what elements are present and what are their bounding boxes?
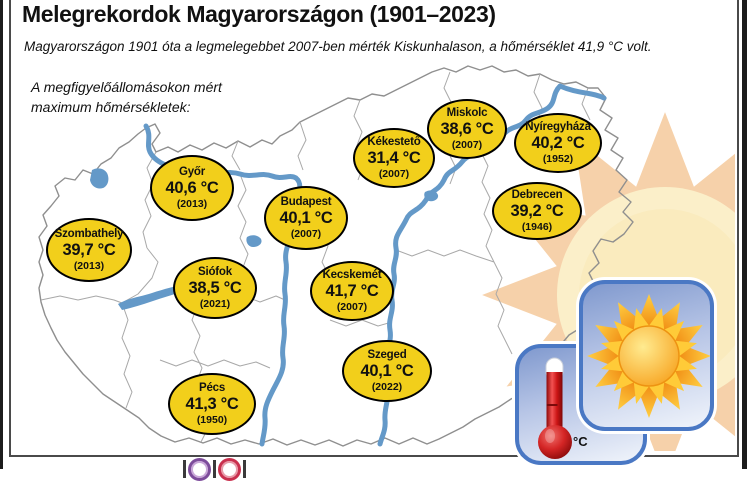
thermometer-icon: °C	[538, 357, 588, 459]
station-temp: 39,7 °C	[62, 241, 116, 260]
station-city: Szombathely	[54, 227, 124, 240]
station-city: Debrecen	[511, 188, 563, 201]
logo-stroke	[213, 460, 216, 478]
station-marker: Szombathely 39,7 °C (2013)	[46, 218, 132, 282]
sun-disc	[618, 325, 680, 387]
note-line1: A megfigyelőállomásokon mért	[31, 79, 222, 95]
outer-border-right	[742, 0, 747, 469]
sun-badge	[579, 280, 714, 431]
lake-velence	[246, 235, 262, 247]
station-temp: 39,2 °C	[510, 202, 564, 221]
station-marker: Győr 40,6 °C (2013)	[150, 155, 234, 221]
station-marker: Szeged 40,1 °C (2022)	[342, 340, 432, 402]
note-line2: maximum hőmérsékletek:	[31, 99, 191, 116]
station-city: Miskolc	[446, 106, 488, 119]
station-year: (2013)	[176, 197, 208, 210]
partial-logo	[183, 458, 246, 481]
logo-stroke	[183, 460, 186, 478]
lake-ferto	[90, 168, 109, 189]
station-temp: 41,7 °C	[325, 282, 379, 301]
station-year: (2013)	[73, 259, 105, 272]
station-temp: 40,2 °C	[531, 134, 585, 153]
station-temp: 40,6 °C	[165, 179, 219, 198]
station-year: (2022)	[371, 380, 403, 393]
station-year: (2007)	[336, 300, 368, 313]
thermometer-tube	[546, 372, 563, 432]
station-marker: Budapest 40,1 °C (2007)	[264, 186, 348, 250]
station-marker: Kecskemét 41,7 °C (2007)	[310, 261, 394, 321]
station-city: Pécs	[198, 381, 226, 394]
station-marker: Nyíregyháza 40,2 °C (1952)	[514, 113, 602, 173]
station-marker: Debrecen 39,2 °C (1946)	[492, 182, 582, 240]
station-temp: 38,6 °C	[440, 120, 494, 139]
station-temp: 40,1 °C	[279, 209, 333, 228]
logo-ring-purple	[188, 458, 211, 481]
outer-border-left	[0, 0, 3, 469]
station-year: (2007)	[290, 227, 322, 240]
station-year: (1946)	[521, 220, 553, 233]
station-year: (2021)	[199, 297, 231, 310]
station-city: Siófok	[198, 265, 232, 278]
station-city: Nyíregyháza	[525, 120, 591, 133]
sun-icon	[587, 294, 710, 418]
logo-stroke	[243, 460, 246, 478]
station-temp: 40,1 °C	[360, 362, 414, 381]
station-year: (2007)	[378, 167, 410, 180]
station-marker: Siófok 38,5 °C (2021)	[173, 257, 257, 319]
station-city: Győr	[178, 165, 206, 178]
station-year: (1952)	[542, 152, 574, 165]
lakes	[90, 168, 439, 310]
station-temp: 41,3 °C	[185, 395, 239, 414]
station-year: (1950)	[196, 413, 228, 426]
bulb-highlight	[545, 429, 555, 443]
thermometer-bulb	[538, 425, 572, 459]
thermometer-tick	[546, 404, 558, 406]
page-title: Melegrekordok Magyarországon (1901–2023)	[22, 1, 496, 27]
thermometer-unit-label: °C	[573, 434, 588, 449]
subtitle: Magyarországon 1901 óta a legmelegebbet …	[24, 39, 652, 54]
station-marker: Miskolc 38,6 °C (2007)	[427, 99, 507, 159]
station-city: Budapest	[280, 195, 332, 208]
station-temp: 31,4 °C	[367, 149, 421, 168]
note-text: A megfigyelőállomásokon mért maximum hőm…	[31, 77, 222, 118]
station-city: Kecskemét	[322, 268, 382, 281]
lake-tisza	[424, 190, 439, 202]
lake-balaton	[118, 284, 190, 310]
station-marker: Kékestető 31,4 °C (2007)	[353, 128, 435, 188]
station-temp: 38,5 °C	[188, 279, 242, 298]
station-city: Szeged	[367, 348, 407, 361]
logo-ring-red	[218, 458, 241, 481]
station-marker: Pécs 41,3 °C (1950)	[168, 373, 256, 435]
station-city: Kékestető	[367, 135, 421, 148]
station-year: (2007)	[451, 138, 483, 151]
